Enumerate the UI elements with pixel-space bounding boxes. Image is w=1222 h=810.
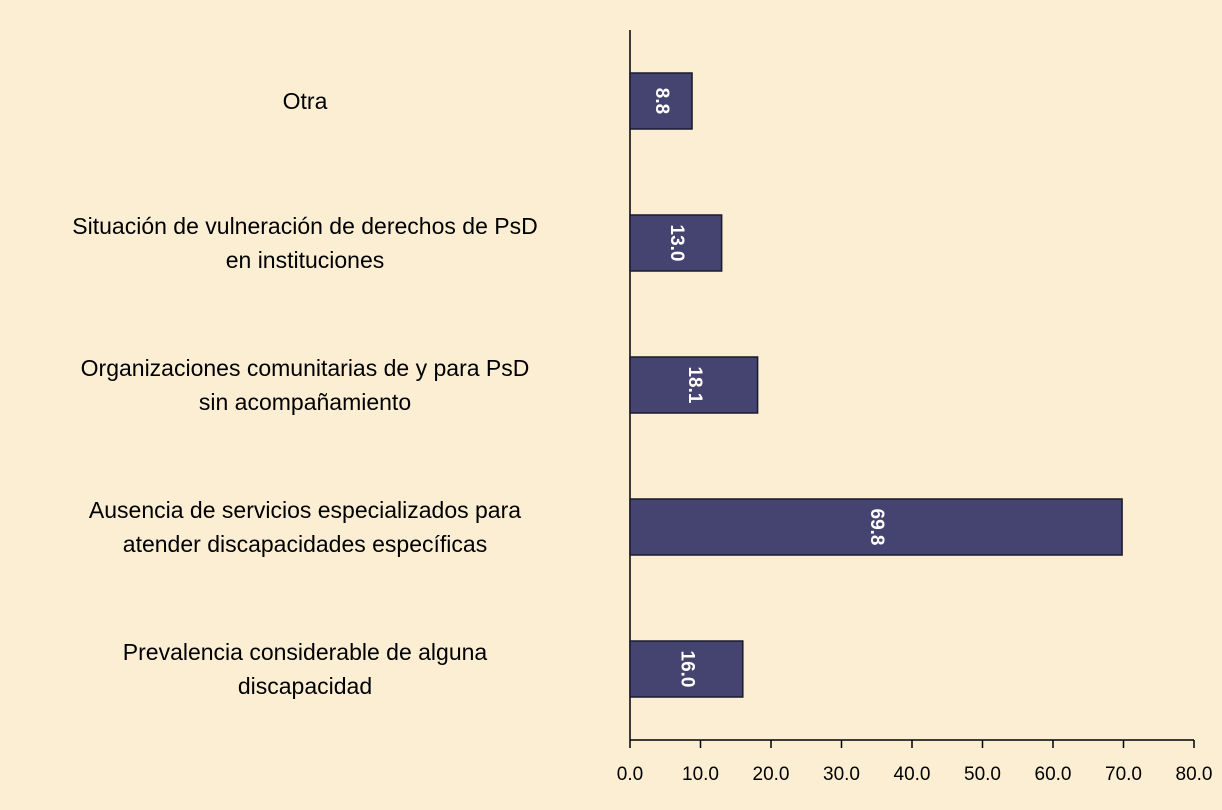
bar — [629, 640, 744, 698]
x-tick-label: 40.0 — [894, 764, 931, 785]
x-tick-label: 20.0 — [753, 764, 790, 785]
value-label: 69.8 — [866, 509, 887, 546]
bar — [629, 498, 1123, 556]
value-label: 18.1 — [684, 367, 705, 404]
x-tick-label: 30.0 — [823, 764, 860, 785]
y-tick-label: Ausencia de servicios especializados par… — [88, 497, 522, 557]
value-label: 13.0 — [666, 225, 687, 262]
bar — [629, 72, 693, 130]
x-tick-label: 50.0 — [964, 764, 1001, 785]
value-label: 16.0 — [676, 651, 697, 688]
y-tick-label: Prevalencia considerable de alguna disca… — [122, 639, 488, 699]
y-tick-label: Situación de vulneración de derechos de … — [72, 213, 538, 273]
x-tick-label: 0.0 — [617, 764, 643, 785]
y-tick-label: Otra — [282, 88, 328, 114]
value-label: 8.8 — [651, 88, 672, 114]
bar — [629, 356, 759, 414]
x-tick-label: 60.0 — [1035, 764, 1072, 785]
y-tick-label: Organizaciones comunitarias de y para Ps… — [80, 355, 530, 415]
x-tick-label: 80.0 — [1176, 764, 1213, 785]
x-tick-label: 10.0 — [682, 764, 719, 785]
x-tick-label: 70.0 — [1105, 764, 1142, 785]
bar — [629, 214, 723, 272]
